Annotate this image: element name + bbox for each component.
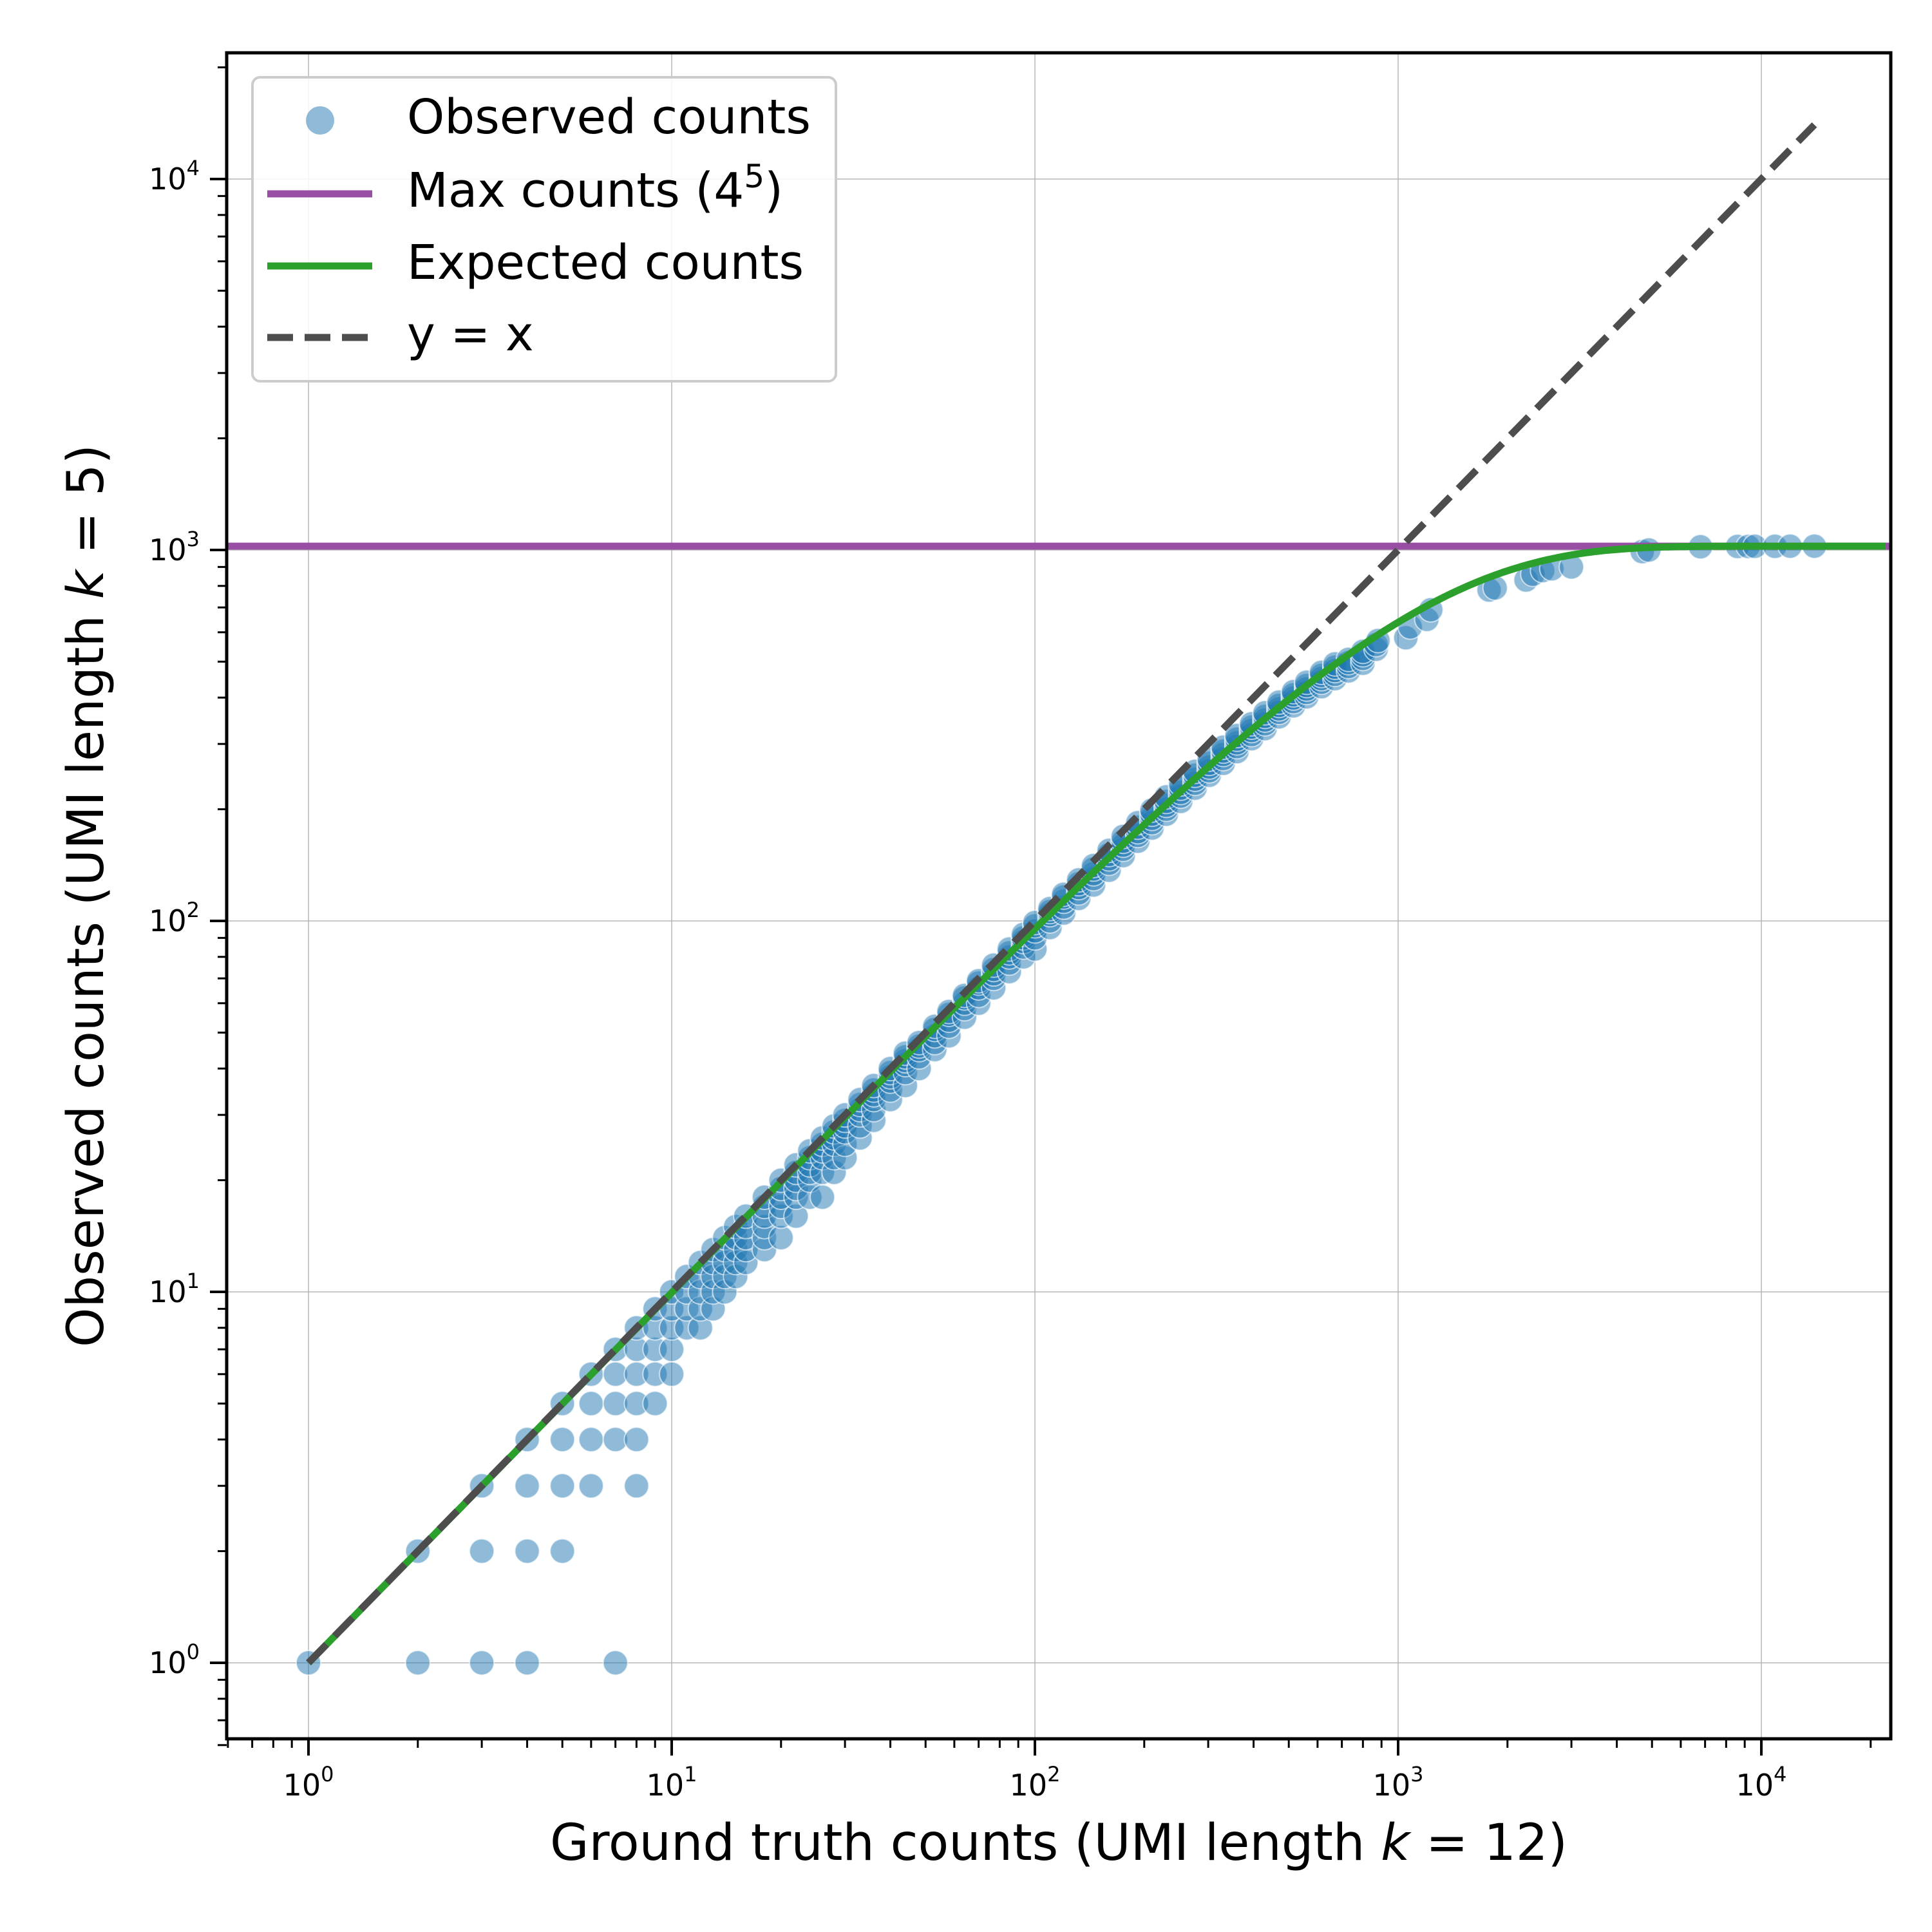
observed-point <box>623 1473 650 1499</box>
legend: Observed counts Max counts (45) Expected… <box>251 76 837 383</box>
x-tick-label-base: 10 <box>647 1768 685 1803</box>
y-tick-label: 102 <box>149 898 200 938</box>
x-tick-label-exp: 1 <box>684 1762 697 1786</box>
y-axis-label-suffix: = 5) <box>57 444 115 570</box>
observed-point <box>768 1224 794 1251</box>
observed-point <box>810 1184 836 1210</box>
observed-point <box>469 1538 495 1564</box>
legend-max-label: Max counts (45) <box>407 158 783 218</box>
y-tick-label: 101 <box>149 1269 200 1309</box>
y-tick-label: 103 <box>149 527 200 567</box>
x-axis-label-suffix: = 12) <box>1410 1814 1567 1872</box>
observed-point <box>578 1426 604 1453</box>
observed-point <box>642 1390 668 1417</box>
y-tick-label-exp: 3 <box>187 527 200 551</box>
observed-point <box>469 1650 495 1676</box>
legend-item-max: Max counts (45) <box>267 158 783 218</box>
legend-item-expected: Expected counts <box>267 235 804 290</box>
x-axis: 100 101 102 103 104 <box>227 1739 1872 1803</box>
legend-item-identity: y = x <box>267 307 534 362</box>
x-axis-label-prefix: Ground truth counts (UMI length <box>550 1814 1381 1872</box>
x-tick-label-exp: 3 <box>1410 1762 1423 1786</box>
x-tick-label-base: 10 <box>1736 1768 1774 1803</box>
reference-lines <box>227 122 1891 1665</box>
observed-point <box>514 1473 540 1499</box>
x-tick-label: 104 <box>1736 1762 1787 1803</box>
y-axis-label-prefix: Observed counts (UMI length <box>57 599 115 1347</box>
y-tick-label-base: 10 <box>149 162 187 196</box>
x-tick-label-base: 10 <box>1010 1768 1048 1803</box>
observed-point <box>623 1426 650 1453</box>
legend-expected-label: Expected counts <box>407 235 804 290</box>
x-axis-label: Ground truth counts (UMI length k = 12) <box>550 1814 1567 1872</box>
y-tick-label-exp: 0 <box>187 1640 200 1664</box>
y-tick-label-exp: 1 <box>187 1269 200 1293</box>
legend-observed-marker <box>306 106 334 135</box>
y-tick-label: 100 <box>149 1640 200 1680</box>
observed-point <box>404 1650 431 1676</box>
legend-observed-label: Observed counts <box>407 90 811 145</box>
x-axis-label-var: k <box>1381 1814 1412 1872</box>
x-tick-label: 103 <box>1373 1762 1424 1803</box>
legend-item-observed: Observed counts <box>306 90 811 145</box>
observed-point <box>549 1426 576 1453</box>
x-tick-label-exp: 2 <box>1047 1762 1060 1786</box>
x-tick-label-base: 10 <box>283 1768 321 1803</box>
observed-point <box>659 1361 685 1387</box>
observed-point <box>514 1650 540 1676</box>
observed-point <box>514 1538 540 1564</box>
y-tick-label-base: 10 <box>149 1274 187 1309</box>
y-tick-label-base: 10 <box>149 1645 187 1680</box>
y-axis-label-var: k <box>57 568 115 599</box>
x-tick-label-base: 10 <box>1373 1768 1411 1803</box>
x-tick-label: 102 <box>1010 1762 1061 1803</box>
x-tick-label-exp: 4 <box>1774 1762 1786 1786</box>
y-tick-label-exp: 4 <box>187 156 200 180</box>
x-tick-label-exp: 0 <box>321 1762 334 1786</box>
plot-frame <box>225 51 1893 1741</box>
legend-identity-label: y = x <box>407 307 534 362</box>
observed-point <box>659 1336 685 1363</box>
x-tick-label: 101 <box>647 1762 697 1803</box>
y-tick-label-base: 10 <box>149 533 187 567</box>
y-tick-label: 104 <box>149 156 200 196</box>
x-tick-label: 100 <box>283 1762 334 1803</box>
observed-point <box>578 1390 604 1417</box>
identity-line <box>306 122 1817 1665</box>
observed-point <box>549 1473 576 1499</box>
y-tick-label-base: 10 <box>149 904 187 938</box>
plot-area <box>227 122 1891 1676</box>
legend-box <box>251 76 837 383</box>
observed-point <box>578 1473 604 1499</box>
y-axis-label: Observed counts (UMI length k = 5) <box>57 444 115 1347</box>
observed-point <box>602 1650 629 1676</box>
y-tick-label-exp: 2 <box>187 898 200 922</box>
observed-point <box>549 1538 576 1564</box>
